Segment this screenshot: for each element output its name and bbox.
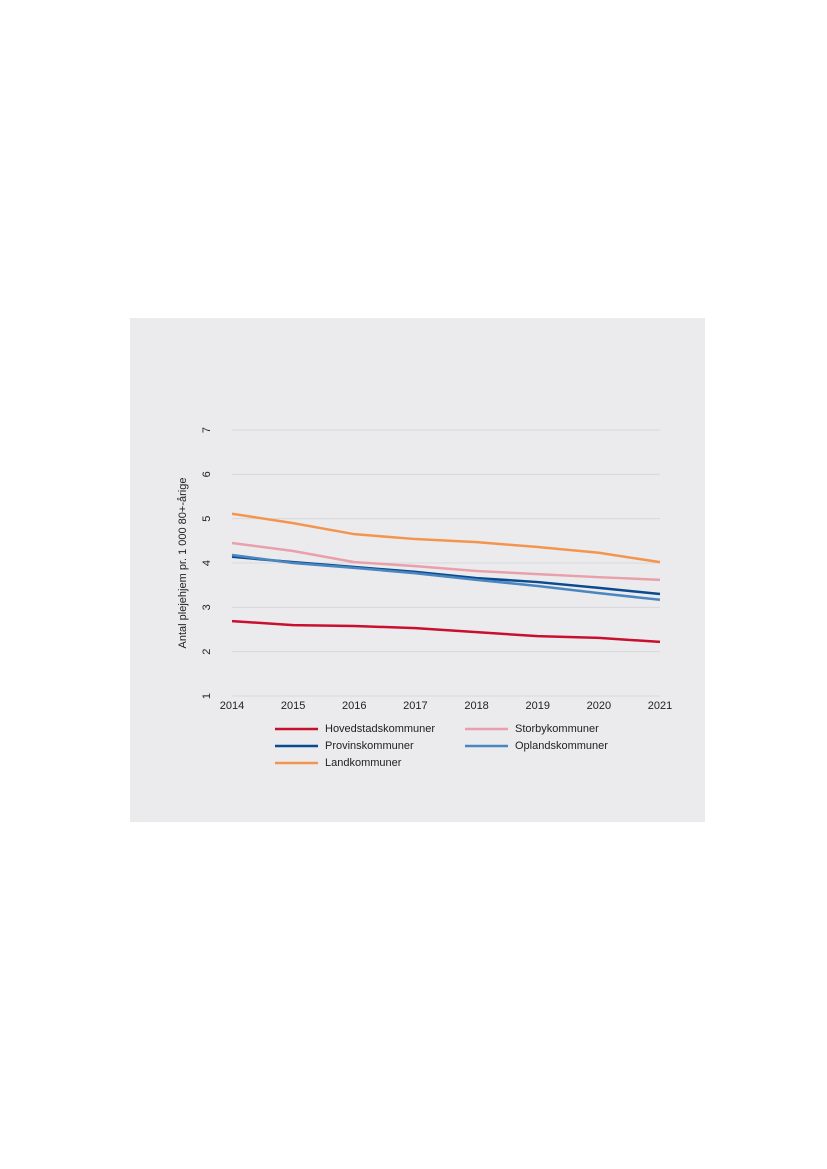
series-line bbox=[231, 512, 661, 564]
y-tick-label: 7 bbox=[201, 427, 213, 433]
x-tick-label: 2019 bbox=[525, 700, 549, 712]
x-tick-label: 2014 bbox=[220, 700, 244, 712]
series-line bbox=[231, 553, 661, 602]
x-tick-label: 2015 bbox=[281, 700, 305, 712]
y-tick-label: 3 bbox=[201, 604, 213, 610]
y-tick-label: 5 bbox=[201, 516, 213, 522]
x-tick-label: 2016 bbox=[342, 700, 366, 712]
x-tick-label: 2020 bbox=[587, 700, 611, 712]
series-line bbox=[231, 541, 661, 582]
legend-label: Hovedstadskommuner bbox=[325, 723, 435, 735]
x-tick-label: 2017 bbox=[403, 700, 427, 712]
legend-label: Provinskommuner bbox=[325, 740, 414, 752]
y-tick-label: 6 bbox=[201, 471, 213, 477]
legend-label: Oplandskommuner bbox=[515, 740, 608, 752]
legend-label: Landkommuner bbox=[325, 757, 402, 769]
legend-label: Storbykommuner bbox=[515, 723, 599, 735]
y-tick-label: 2 bbox=[201, 649, 213, 655]
y-tick-label: 4 bbox=[201, 560, 213, 566]
series-line bbox=[231, 619, 661, 644]
y-tick-label: 1 bbox=[201, 693, 213, 699]
y-axis-label: Antal plejehjem pr. 1 000 80+-årige bbox=[177, 478, 189, 649]
chart-panel bbox=[130, 318, 705, 822]
x-tick-label: 2018 bbox=[464, 700, 488, 712]
x-tick-label: 2021 bbox=[648, 700, 672, 712]
